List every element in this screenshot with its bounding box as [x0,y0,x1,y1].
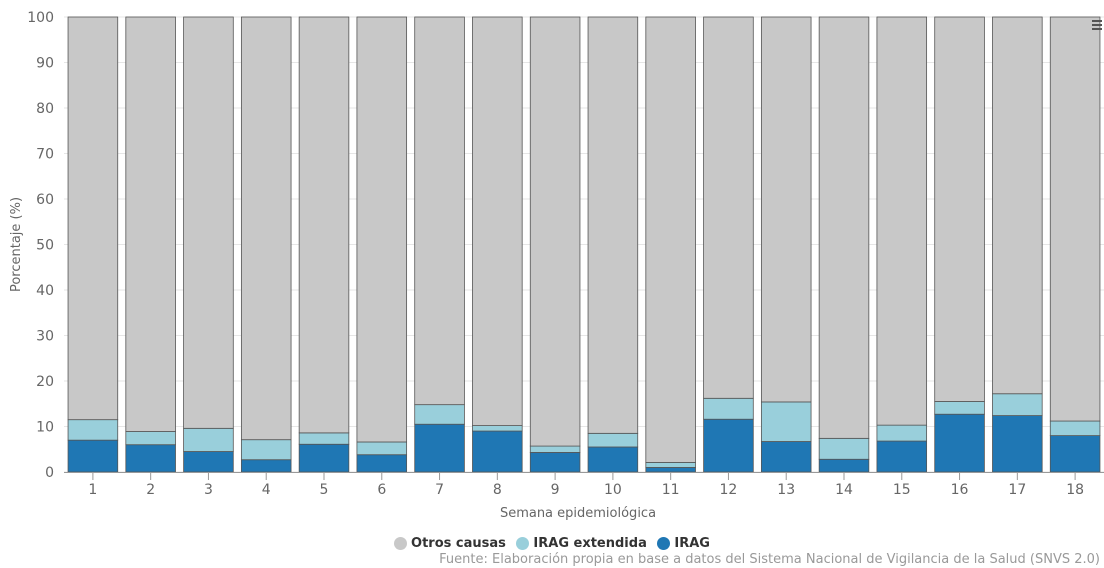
bar-segment-irag-extendida [818,437,870,460]
y-tick-label: 40 [36,283,54,299]
bar-segment-otros-causas [876,16,928,426]
x-tick-label: 11 [662,482,680,498]
bar-segment-irag [703,418,754,473]
bar-segment-irag [645,467,696,473]
bar-segment-otros-causas [414,16,465,406]
bar-segment-irag-extendida [183,427,234,452]
legend-dot-otros-causas-icon [394,537,408,550]
bar-segment-irag [818,458,870,473]
chart-legend: Otros causas IRAG extendida IRAG [0,536,1104,554]
bar-segment-irag [356,454,408,473]
x-tick-label: 10 [604,482,622,498]
bar-segment-irag-extendida [414,404,465,425]
bar-segment-irag-extendida [645,462,696,468]
x-tick-label: 9 [551,482,560,498]
bar-segment-otros-causas [934,16,985,402]
bar-segment-otros-causas [125,16,176,432]
bar-segment-irag-extendida [587,432,639,448]
y-tick-label: 10 [36,420,54,436]
legend-item-irag[interactable]: IRAG [657,536,710,551]
bar-segment-irag [529,452,581,473]
bar-segment-irag [472,430,523,473]
x-tick-label: 8 [493,482,502,498]
bar-segment-otros-causas [67,16,119,421]
x-axis-title: Semana epidemiológica [500,506,656,521]
y-axis-title: Porcentaje (%) [9,197,24,292]
x-tick-label: 17 [1008,482,1026,498]
bar-segment-irag-extendida [1049,420,1101,437]
y-tick-label: 20 [36,374,54,390]
y-tick-label: 0 [45,465,54,481]
bar-segment-otros-causas [240,16,292,441]
bar-segment-otros-causas [992,16,1043,395]
bar-segment-irag [934,413,985,473]
x-tick-label: 6 [377,482,386,498]
y-tick-label: 60 [36,192,54,208]
legend-label-irag-extendida: IRAG extendida [533,536,647,551]
bar-segment-otros-causas [529,16,581,447]
x-tick-label: 13 [777,482,795,498]
x-tick-label: 5 [320,482,329,498]
legend-dot-irag-extendida-icon [516,537,530,550]
bar-segment-irag-extendida [240,439,292,461]
bar-segment-irag [67,439,119,473]
bar-segment-irag-extendida [703,397,754,420]
source-note: Fuente: Elaboración propia en base a dat… [439,552,1100,567]
x-tick-label: 1 [88,482,97,498]
bar-segment-irag [125,444,176,473]
y-tick-label: 70 [36,147,54,163]
x-tick-label: 7 [435,482,444,498]
bar-segment-irag [992,415,1043,473]
bar-segment-otros-causas [356,16,408,443]
x-tick-label: 12 [720,482,738,498]
x-tick-label: 14 [835,482,853,498]
x-tick-label: 16 [951,482,969,498]
legend-label-irag: IRAG [674,536,710,551]
bar-segment-otros-causas [183,16,234,429]
bar-segment-otros-causas [818,16,870,439]
x-tick-label: 18 [1066,482,1084,498]
bar-segment-irag-extendida [760,401,812,442]
bar-segment-otros-causas [703,16,754,399]
legend-item-irag-extendida[interactable]: IRAG extendida [516,536,647,551]
legend-item-otros-causas[interactable]: Otros causas [394,536,506,551]
legend-dot-irag-icon [657,537,671,550]
y-tick-label: 30 [36,329,54,345]
legend-label-otros-causas: Otros causas [411,536,506,551]
bar-segment-irag [760,441,812,473]
bar-segment-irag-extendida [934,401,985,415]
bar-segment-irag-extendida [67,419,119,441]
x-tick-label: 15 [893,482,911,498]
bar-segment-otros-causas [298,16,350,434]
bar-segment-irag [1049,435,1101,473]
bar-segment-irag [298,443,350,473]
bar-segment-irag [414,423,465,473]
bar-segment-irag [876,440,928,473]
bar-segment-irag-extendida [472,425,523,432]
y-tick-label: 90 [36,56,54,72]
bar-segment-irag-extendida [992,393,1043,416]
x-tick-label: 3 [204,482,213,498]
y-tick-label: 80 [36,101,54,117]
bar-segment-otros-causas [1049,16,1101,422]
hamburger-menu-icon[interactable] [1090,18,1104,32]
y-tick-label: 100 [27,10,54,26]
bar-segment-irag-extendida [356,441,408,456]
bar-segment-otros-causas [760,16,812,403]
bar-segment-irag-extendida [298,432,350,445]
bar-segment-irag [240,459,292,473]
bar-segment-irag-extendida [529,445,581,453]
bar-segment-otros-causas [645,16,696,463]
bar-segment-irag-extendida [876,424,928,442]
bar-segment-otros-causas [472,16,523,426]
bar-segment-irag-extendida [125,431,176,446]
x-tick-label: 4 [262,482,271,498]
bar-segment-otros-causas [587,16,639,434]
bar-segment-irag [183,451,234,473]
x-tick-label: 2 [146,482,155,498]
y-tick-label: 50 [36,238,54,254]
bar-segment-irag [587,446,639,473]
